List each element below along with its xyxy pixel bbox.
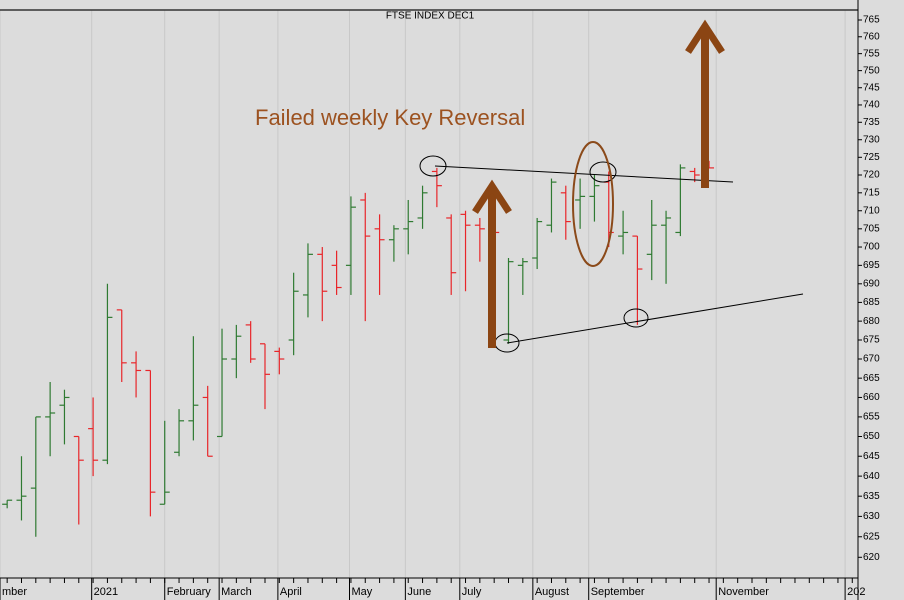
x-tick-label: March [221, 586, 252, 598]
grid [0, 10, 846, 578]
y-tick-label: 725 [863, 152, 880, 163]
y-tick-label: 665 [863, 373, 880, 384]
y-tick-label: 710 [863, 205, 880, 216]
circle-marker [419, 155, 447, 177]
y-tick-label: 655 [863, 412, 880, 423]
y-tick-label: 690 [863, 278, 880, 289]
circle-marker [589, 161, 617, 183]
y-tick-label: 705 [863, 223, 880, 234]
annotation: Failed weekly Key Reversal [255, 105, 525, 130]
y-tick-label: 630 [863, 511, 880, 522]
x-tick-label: February [167, 586, 212, 598]
y-tick-label: 650 [863, 431, 880, 442]
arrow [472, 179, 512, 348]
chart-title: FTSE INDEX DEC1 [386, 11, 475, 22]
y-tick-label: 765 [863, 15, 880, 26]
y-tick-label: 670 [863, 354, 880, 365]
y-tick-label: 640 [863, 471, 880, 482]
x-tick-label: July [462, 586, 482, 598]
drawings [419, 19, 804, 353]
reversal-ellipse [572, 141, 614, 267]
bars [2, 160, 715, 537]
arrow [685, 19, 725, 188]
x-tick-label: August [535, 586, 569, 598]
y-tick-label: 745 [863, 82, 880, 93]
x-tick-label: April [280, 586, 302, 598]
x-tick-label: June [407, 586, 431, 598]
y-tick-label: 740 [863, 100, 880, 111]
y-tick-label: 755 [863, 48, 880, 59]
x-tick-label: September [591, 586, 645, 598]
y-tick-label: 730 [863, 134, 880, 145]
y-tick-label: 735 [863, 117, 880, 128]
x-tick-label: November [718, 586, 769, 598]
y-tick-label: 750 [863, 65, 880, 76]
x-tick-label: 202 [847, 586, 865, 598]
resistance-line [434, 165, 734, 183]
support-line [506, 293, 804, 344]
y-tick-label: 620 [863, 552, 880, 563]
y-tick-label: 715 [863, 187, 880, 198]
y-tick-label: 760 [863, 31, 880, 42]
circle-marker [623, 308, 649, 328]
x-tick-label: 2021 [94, 586, 118, 598]
y-tick-label: 625 [863, 531, 880, 542]
y-tick-label: 660 [863, 392, 880, 403]
y-tick-label: 645 [863, 451, 880, 462]
y-tick-label: 680 [863, 316, 880, 327]
y-tick-label: 675 [863, 335, 880, 346]
y-tick-label: 685 [863, 297, 880, 308]
x-tick-label: May [352, 586, 373, 598]
y-tick-label: 695 [863, 260, 880, 271]
y-tick-label: 720 [863, 170, 880, 181]
y-tick-label: 635 [863, 491, 880, 502]
x-tick-label: mber [2, 586, 27, 598]
y-tick-label: 700 [863, 242, 880, 253]
